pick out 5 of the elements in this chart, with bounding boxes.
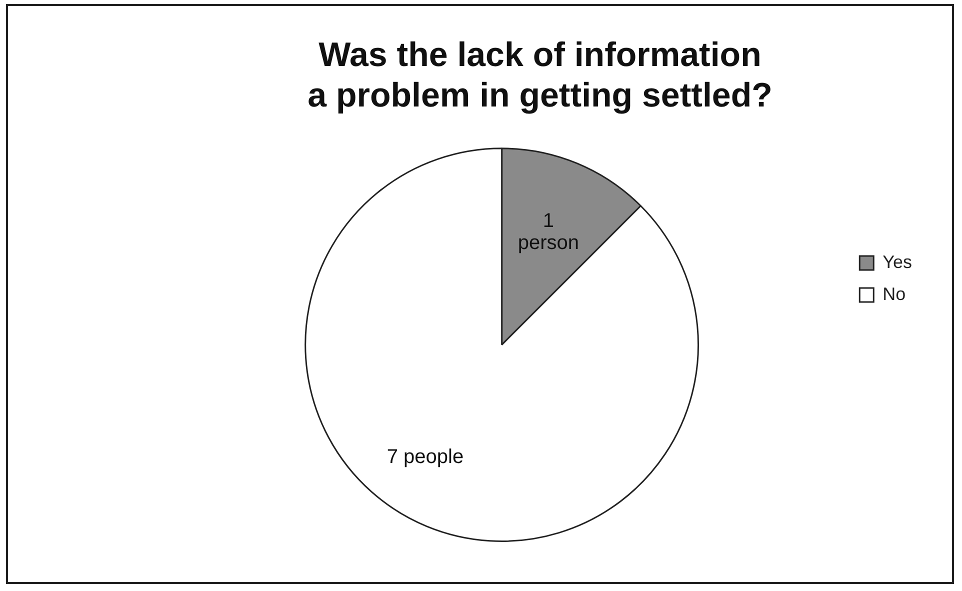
chart-title: Was the lack of information a problem in getting settled? (308, 36, 772, 115)
legend-label: No (882, 284, 906, 304)
legend-label: Yes (882, 252, 912, 272)
data-label: 1 person (518, 210, 580, 254)
data-label: 7 people (386, 446, 464, 468)
